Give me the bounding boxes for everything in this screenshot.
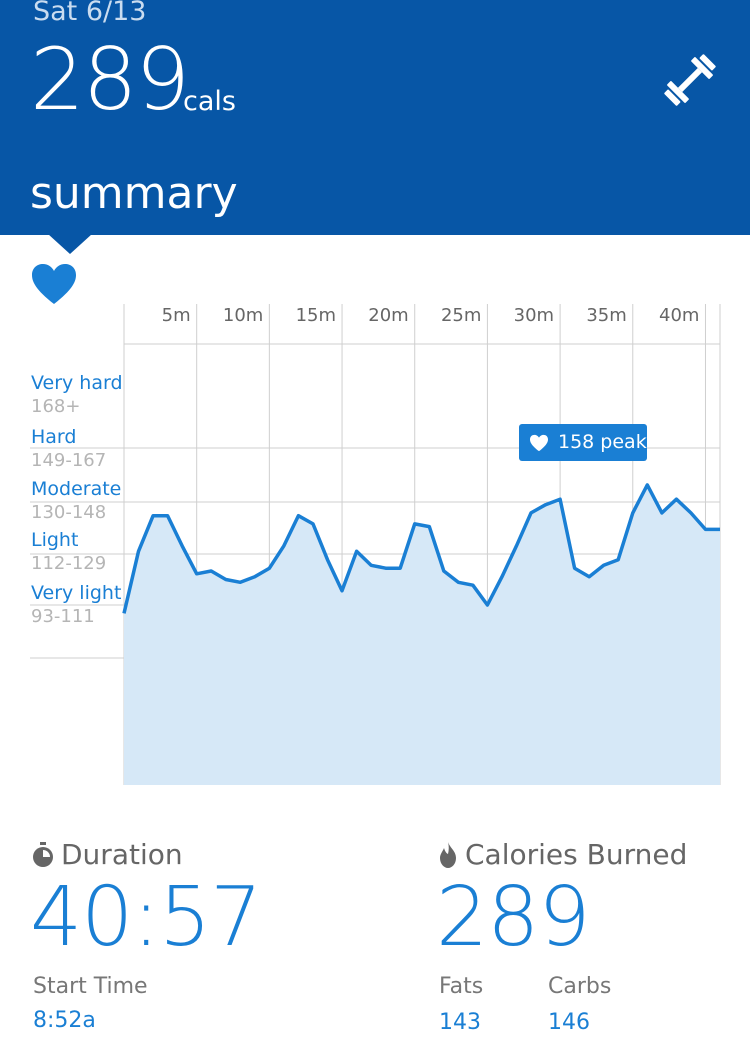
duration-value: 40:57 <box>30 870 262 965</box>
time-tick-label: 30m <box>513 305 555 326</box>
calories-unit: cals <box>183 86 236 117</box>
workout-stats: Duration 40:57 Start Time 8:52a Calories… <box>0 830 750 1055</box>
time-tick-label: 40m <box>659 305 700 326</box>
zone-name: Hard <box>31 426 77 448</box>
zone-range: 112-129 <box>31 553 107 574</box>
zone-range: 130-148 <box>31 502 107 523</box>
heart-rate-line <box>122 483 720 614</box>
heart-rate-area <box>124 484 720 785</box>
heart-rate-plot <box>30 304 721 785</box>
time-tick-label: 10m <box>222 305 264 326</box>
start-time-label: Start Time <box>33 974 148 999</box>
fats-value: 143 <box>439 1010 481 1035</box>
time-tick-label: 5m <box>161 305 191 326</box>
section-title: summary <box>30 168 238 219</box>
time-tick-label: 20m <box>368 305 409 326</box>
workout-date: Sat 6/13 <box>33 0 147 27</box>
duration-title: Duration <box>61 838 183 871</box>
zone-name: Very light <box>31 582 122 604</box>
start-time-value: 8:52a <box>33 1008 96 1033</box>
zone-range: 93-111 <box>31 606 95 627</box>
zone-name: Moderate <box>31 478 122 500</box>
peak-badge: 158 peak <box>519 424 647 461</box>
flame-icon <box>440 842 456 868</box>
header: Sat 6/13 289 cals summary <box>0 0 750 235</box>
peak-label: 158 peak <box>558 431 647 453</box>
fats-label: Fats <box>439 974 484 999</box>
time-tick-label: 25m <box>440 305 482 326</box>
zone-range: 149-167 <box>31 450 107 471</box>
carbs-label: Carbs <box>548 974 612 999</box>
time-tick-label: 35m <box>586 305 627 326</box>
calories-burned-title: Calories Burned <box>465 838 688 871</box>
calories-burned-value: 289 <box>436 870 591 965</box>
calories-total: 289 <box>30 30 190 130</box>
zone-name: Light <box>31 529 79 551</box>
time-tick-label: 15m <box>295 305 337 326</box>
heart-icon <box>530 434 548 452</box>
carbs-value: 146 <box>548 1010 590 1035</box>
heart-rate-chart: 5m 10m 15m 20m 25m 30m 35m 40m Very hard 168+ Har… <box>0 300 750 790</box>
tab-pointer <box>48 234 92 254</box>
heart-icon <box>32 264 76 304</box>
zone-name: Very hard <box>31 372 123 394</box>
zone-range: 168+ <box>31 396 81 417</box>
dumbbell-icon <box>664 54 716 106</box>
stopwatch-icon <box>33 842 53 867</box>
